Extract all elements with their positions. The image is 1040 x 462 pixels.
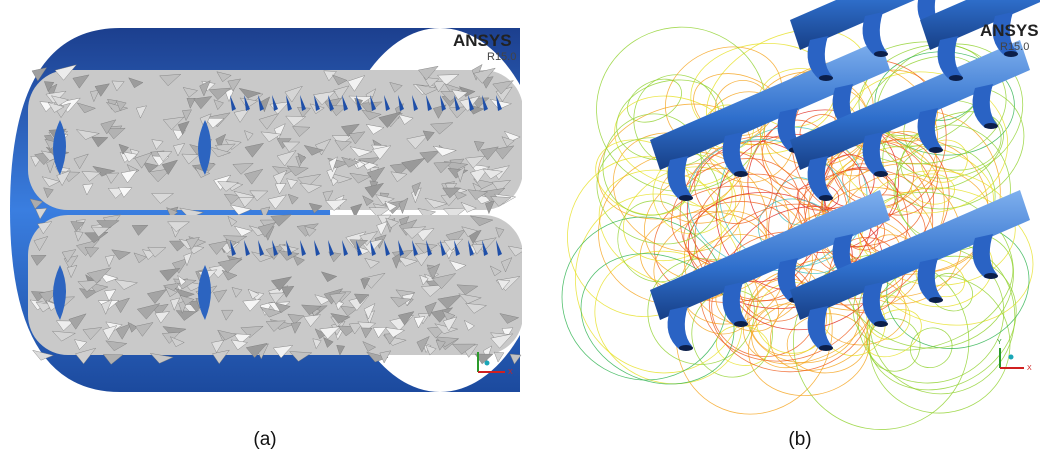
pipe-opening bbox=[984, 123, 998, 129]
streamline bbox=[620, 70, 689, 131]
pipe-opening bbox=[929, 297, 943, 303]
pipe-opening bbox=[819, 345, 833, 351]
axis-x-label: X bbox=[1027, 365, 1032, 372]
pipe-opening bbox=[874, 321, 888, 327]
logo: ANSYS bbox=[453, 31, 512, 50]
pipe-stub bbox=[863, 132, 887, 176]
figure: ANSYS R15.0 X ANSYS R15.0 Y X (a) (b) bbox=[0, 0, 1040, 462]
version: R15.0 bbox=[1000, 41, 1029, 53]
pipe-stub bbox=[668, 156, 692, 200]
caption: (b) bbox=[788, 429, 811, 450]
pipes bbox=[650, 0, 1040, 351]
pipe-stub bbox=[973, 234, 997, 278]
panel-b bbox=[532, 0, 1040, 445]
pipe-opening bbox=[949, 75, 963, 81]
pipe-opening bbox=[874, 171, 888, 177]
pipe-opening bbox=[734, 171, 748, 177]
axis-z bbox=[485, 361, 490, 366]
pipe-opening bbox=[984, 273, 998, 279]
logo: ANSYS bbox=[980, 21, 1039, 40]
pipe-stub bbox=[668, 306, 692, 350]
streamline bbox=[903, 320, 959, 375]
axis-z bbox=[1009, 355, 1014, 360]
pipe-opening bbox=[734, 321, 748, 327]
pipe-opening bbox=[929, 147, 943, 153]
pipe-opening bbox=[679, 345, 693, 351]
axis-y-label: Y bbox=[997, 339, 1002, 346]
caption: (a) bbox=[253, 429, 276, 450]
axis-x-label: X bbox=[508, 369, 513, 376]
version: R15.0 bbox=[487, 51, 516, 63]
pipe-stub bbox=[938, 36, 962, 80]
pipe-opening bbox=[679, 195, 693, 201]
pipe-opening bbox=[874, 51, 888, 57]
pipe-stub bbox=[973, 84, 997, 128]
pipe-opening bbox=[819, 195, 833, 201]
axis-triad: Y X bbox=[997, 339, 1032, 372]
pipe-stub bbox=[918, 258, 942, 302]
pipe-opening bbox=[819, 75, 833, 81]
panel-a bbox=[10, 28, 550, 392]
